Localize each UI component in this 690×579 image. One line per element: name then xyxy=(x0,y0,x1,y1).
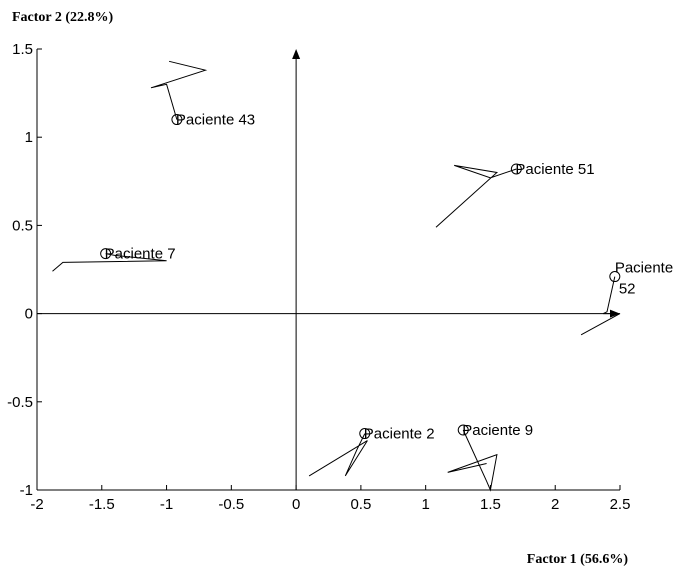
x-tick-label: 0.5 xyxy=(350,496,371,513)
x-tick-label: 0 xyxy=(292,496,300,513)
x-tick-label: -1 xyxy=(160,496,173,513)
patient-trajectory xyxy=(580,276,621,336)
points-group: Paciente 43 Paciente 51 Paciente 7 Paciente… xyxy=(52,60,673,492)
y-tick-label: 1.5 xyxy=(12,41,33,58)
x-tick-label: -2 xyxy=(30,496,43,513)
y-tick-label: 1 xyxy=(25,129,33,146)
y-tick-label: 0.5 xyxy=(12,217,33,234)
ticks-group: -2 -1.5 -1 -0.5 0 0.5 1 1.5 2 2.5 1.5 1 0.5 0 -0.5 -1 xyxy=(7,41,630,513)
patient-group: Paciente 9 xyxy=(447,422,533,492)
patient-marker xyxy=(171,114,183,126)
patient-label: 52 xyxy=(619,281,636,298)
patient-trajectory xyxy=(435,164,517,228)
patient-label: Paciente 43 xyxy=(176,112,255,129)
y-tick-label: -1 xyxy=(20,482,33,499)
patient-marker xyxy=(609,271,621,283)
x-tick-label: 2.5 xyxy=(610,496,631,513)
patient-label: Paciente 9 xyxy=(462,422,533,439)
patient-label: Paciente 2 xyxy=(364,426,435,443)
patient-trajectory xyxy=(150,60,208,120)
x-tick-label: 1 xyxy=(421,496,429,513)
x-tick-label: -0.5 xyxy=(218,496,244,513)
axes-group xyxy=(36,49,620,491)
x-tick-label: 1.5 xyxy=(480,496,501,513)
x-tick-label: -1.5 xyxy=(89,496,115,513)
patient-group: Paciente 2 xyxy=(308,426,435,477)
y-tick-label: 0 xyxy=(25,306,33,323)
patient-trajectory xyxy=(52,253,167,272)
x-axis-title: Factor 1 (56.6%) xyxy=(527,552,629,567)
y-axis-title: Factor 2 (22.8%) xyxy=(12,10,114,25)
patient-marker xyxy=(457,424,469,436)
patient-group: Paciente 7 xyxy=(52,246,176,272)
y-tick-label: -0.5 xyxy=(7,394,33,411)
patient-label: Paciente xyxy=(615,260,673,277)
patient-group: Paciente 51 xyxy=(435,161,595,228)
patient-label: Paciente 51 xyxy=(515,161,594,178)
patient-marker xyxy=(359,428,371,440)
patient-group: Paciente 52 xyxy=(580,260,673,336)
patient-trajectory xyxy=(447,429,498,492)
x-tick-label: 2 xyxy=(551,496,559,513)
patient-trajectory xyxy=(308,433,368,477)
patient-marker xyxy=(510,163,522,175)
patient-group: Paciente 43 xyxy=(150,60,255,129)
patient-marker xyxy=(100,248,112,260)
arrow-up-icon xyxy=(292,49,301,59)
patient-label: Paciente 7 xyxy=(105,246,176,263)
